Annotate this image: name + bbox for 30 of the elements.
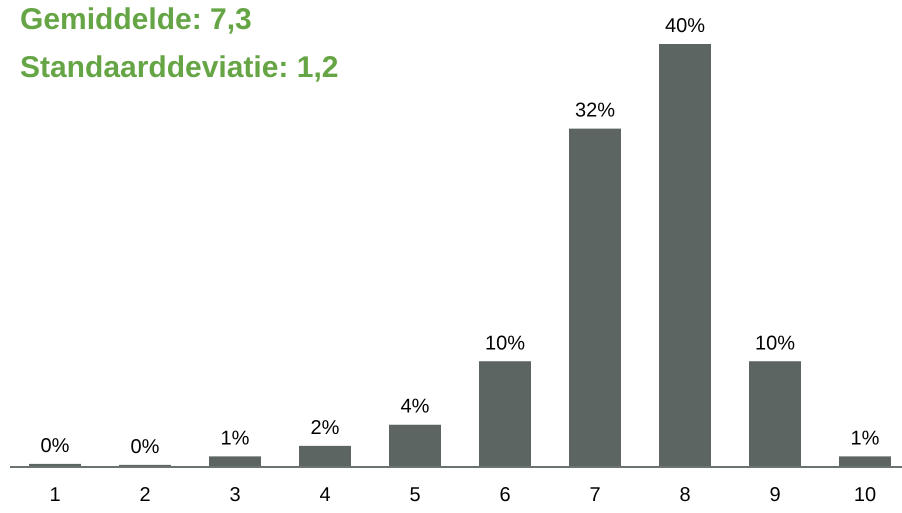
- chart-subtitle: Standaarddeviatie: 1,2: [20, 50, 338, 86]
- x-tick-label: 7: [589, 484, 601, 506]
- bar: [209, 456, 261, 467]
- bar: [749, 361, 801, 467]
- bar: [299, 446, 351, 467]
- bar: [839, 456, 891, 467]
- bar: [659, 44, 711, 467]
- data-label: 0%: [130, 436, 160, 458]
- data-label: 10%: [754, 332, 796, 354]
- data-label: 40%: [664, 15, 706, 37]
- x-tick-label: 6: [499, 484, 511, 506]
- data-label: 4%: [400, 396, 430, 418]
- x-tick-label: 8: [679, 484, 691, 506]
- x-tick-label: 1: [49, 484, 61, 506]
- data-label: 1%: [220, 427, 250, 450]
- bar: [569, 128, 621, 467]
- x-tick-label: 3: [229, 484, 241, 506]
- x-tick-label: 9: [769, 484, 781, 506]
- bar: [389, 424, 441, 467]
- data-label: 0%: [40, 434, 70, 457]
- chart-title: Gemiddelde: 7,3: [20, 2, 252, 38]
- data-label: 32%: [574, 100, 616, 122]
- x-tick-label: 5: [409, 484, 421, 506]
- data-label: 1%: [850, 427, 880, 450]
- x-tick-label: 4: [319, 484, 331, 506]
- x-tick-label: 10: [854, 484, 876, 506]
- data-label: 2%: [310, 416, 340, 439]
- x-tick-label: 2: [139, 484, 151, 506]
- bar: [479, 361, 531, 467]
- data-label: 10%: [484, 332, 526, 354]
